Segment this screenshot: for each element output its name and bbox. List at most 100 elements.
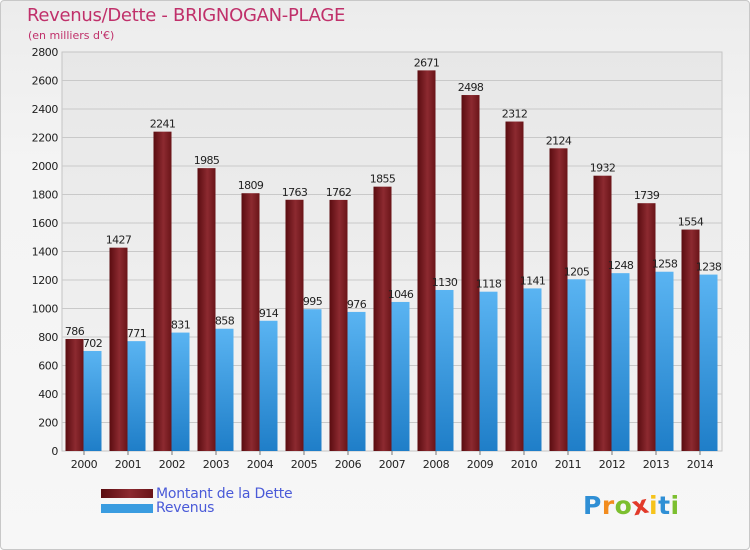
x-tick-label: 2005: [291, 458, 318, 471]
bar-dette: [681, 229, 700, 451]
y-tick-label: 2600: [32, 75, 59, 88]
data-label-revenus: 1118: [476, 278, 502, 291]
chart-subtitle: (en milliers d'€): [28, 29, 115, 42]
data-label-dette: 1554: [678, 216, 704, 229]
bar-revenus: [347, 311, 366, 451]
logo-letter: i: [670, 491, 680, 520]
bar-revenus: [171, 332, 190, 451]
y-tick-label: 800: [38, 331, 58, 344]
bar-dette: [373, 186, 392, 451]
legend-label-revenus: Revenus: [156, 500, 215, 516]
bar-dette: [549, 148, 568, 451]
x-tick-label: 2000: [71, 458, 98, 471]
bar-revenus: [215, 328, 234, 451]
bar-dette: [153, 131, 172, 451]
bar-revenus: [127, 341, 146, 451]
y-tick-label: 1200: [32, 274, 59, 287]
data-label-dette: 1932: [590, 162, 616, 175]
x-tick-label: 2009: [467, 458, 494, 471]
x-tick-label: 2001: [115, 458, 141, 471]
x-tick-label: 2014: [687, 458, 714, 471]
bar-dette: [241, 193, 260, 451]
y-tick-label: 400: [38, 388, 58, 401]
data-label-dette: 1763: [282, 186, 308, 199]
proxiti-logo: Proxiti: [583, 490, 680, 522]
data-label-revenus: 1248: [608, 259, 634, 272]
bar-dette: [329, 199, 348, 451]
x-tick-label: 2007: [379, 458, 406, 471]
y-tick-label: 0: [51, 445, 58, 458]
data-label-dette: 1985: [194, 154, 220, 167]
bar-revenus: [259, 320, 278, 451]
bar-dette: [65, 338, 84, 451]
bar-revenus: [611, 273, 630, 451]
data-label-revenus: 914: [259, 307, 279, 320]
data-label-dette: 1739: [634, 189, 660, 202]
data-label-revenus: 976: [347, 298, 367, 311]
data-label-dette: 786: [65, 325, 85, 338]
bar-dette: [461, 95, 480, 451]
y-tick-label: 2000: [32, 160, 59, 173]
bar-dette: [417, 70, 436, 451]
data-label-dette: 2671: [414, 56, 440, 69]
data-label-revenus: 1238: [696, 261, 722, 274]
x-tick-label: 2010: [511, 458, 538, 471]
x-tick-label: 2006: [335, 458, 362, 471]
legend-swatch-debt: [101, 489, 153, 498]
bar-revenus: [699, 274, 718, 451]
data-label-dette: 1427: [106, 234, 132, 247]
x-tick-label: 2013: [643, 458, 670, 471]
legend-label-debt: Montant de la Dette: [156, 486, 293, 502]
data-label-revenus: 1141: [520, 274, 546, 287]
bar-revenus: [567, 279, 586, 451]
x-tick-label: 2002: [159, 458, 185, 471]
bar-dette: [593, 175, 612, 451]
data-label-revenus: 858: [215, 315, 235, 328]
data-label-revenus: 702: [83, 337, 102, 350]
bar-dette: [637, 203, 656, 451]
bar-dette: [285, 199, 304, 451]
bar-dette: [197, 168, 216, 451]
y-tick-label: 600: [38, 360, 58, 373]
chart-title: Revenus/Dette - BRIGNOGAN-PLAGE: [27, 5, 346, 26]
data-label-dette: 1809: [238, 179, 264, 192]
x-tick-label: 2003: [203, 458, 230, 471]
bar-revenus: [435, 289, 454, 451]
y-tick-label: 1600: [32, 217, 59, 230]
data-label-dette: 2498: [458, 81, 484, 94]
data-label-revenus: 995: [303, 295, 323, 308]
y-tick-label: 1800: [32, 189, 59, 202]
bar-dette: [109, 247, 128, 451]
data-label-dette: 1762: [326, 186, 352, 199]
data-label-revenus: 1258: [652, 258, 678, 271]
data-label-dette: 2312: [502, 108, 528, 121]
logo-letter: r: [601, 491, 615, 520]
bar-revenus: [523, 288, 542, 451]
y-tick-label: 200: [38, 417, 58, 430]
x-tick-label: 2004: [247, 458, 274, 471]
data-label-revenus: 831: [171, 319, 190, 332]
y-tick-label: 1000: [32, 303, 59, 316]
bar-revenus: [479, 291, 498, 451]
logo-letter: P: [583, 491, 602, 520]
bar-revenus: [83, 350, 102, 451]
data-label-revenus: 1130: [432, 276, 458, 289]
bar-dette: [505, 121, 524, 451]
bar-revenus: [391, 301, 410, 451]
logo-letter: i: [649, 491, 659, 520]
data-label-dette: 2124: [546, 134, 572, 147]
legend-swatch-revenus: [101, 504, 153, 513]
data-label-dette: 2241: [150, 118, 176, 131]
data-label-revenus: 1046: [388, 288, 414, 301]
data-label-revenus: 1205: [564, 265, 590, 278]
y-tick-label: 1400: [32, 246, 59, 259]
x-tick-label: 2012: [599, 458, 625, 471]
y-tick-label: 2400: [32, 103, 59, 116]
logo-letter: t: [658, 491, 671, 520]
legend-swatches: [101, 489, 153, 513]
data-label-revenus: 771: [127, 327, 146, 340]
bar-revenus: [655, 271, 674, 451]
bar-revenus: [303, 309, 322, 451]
